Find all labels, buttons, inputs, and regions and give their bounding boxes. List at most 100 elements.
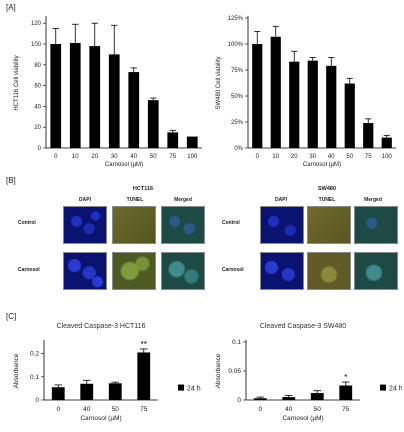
bar xyxy=(147,100,159,148)
x-tick-label: 0 xyxy=(56,406,60,413)
x-tick-label: 50 xyxy=(314,406,322,413)
micro-image-dapi-control xyxy=(260,206,304,244)
x-tick-label: 75 xyxy=(169,154,176,160)
legend-swatch xyxy=(178,384,184,391)
y-tick-label: 0.1 xyxy=(232,339,241,346)
y-axis-label: SW480 Cell viability xyxy=(216,56,222,109)
col-tunel: TUNEL xyxy=(318,197,336,203)
significance-marker: * xyxy=(344,373,347,382)
y-tick-label: 75% xyxy=(231,68,244,74)
y-tick-label: 0 xyxy=(38,146,42,152)
micro-image-tunel-carnosol xyxy=(307,252,351,290)
y-tick-label: 40 xyxy=(34,104,41,110)
significance-marker: ** xyxy=(141,340,147,349)
panel-label-c: [C] xyxy=(6,312,17,321)
bar xyxy=(289,61,300,148)
x-tick-label: 20 xyxy=(91,154,98,160)
y-tick-label: 0% xyxy=(234,146,243,152)
x-tick-label: 0 xyxy=(258,406,262,413)
x-tick-label: 10 xyxy=(72,154,79,160)
y-tick-label: 0 xyxy=(35,397,39,404)
col-merged: Merged xyxy=(364,197,382,203)
bar xyxy=(307,60,318,148)
col-tunel: TUNEL xyxy=(126,197,144,203)
bar xyxy=(310,393,324,400)
micro-image-dapi-carnosol xyxy=(260,252,304,290)
bar xyxy=(282,397,296,400)
legend-label: 24 h xyxy=(187,386,201,393)
chart-title: Cleaved Caspase-3 SW480 xyxy=(260,323,346,330)
x-tick-label: 40 xyxy=(130,154,137,160)
y-tick-label: 0.2 xyxy=(30,351,39,358)
bar xyxy=(89,46,101,148)
x-tick-label: 40 xyxy=(285,406,293,413)
bar xyxy=(128,72,140,148)
y-axis-label: Absorbance xyxy=(215,353,222,388)
bar xyxy=(167,132,179,148)
y-axis-label: Absorbance xyxy=(13,353,20,388)
y-tick-label: 25% xyxy=(231,120,244,126)
col-dapi: DAPI xyxy=(275,197,287,203)
bar xyxy=(137,352,151,400)
micro-title: HCT116 xyxy=(132,186,154,192)
bar xyxy=(51,387,65,400)
chart-caspase3-hct116: Cleaved Caspase-3 HCT116 0 0.1 0.2 0 40 50 ** 75… xyxy=(13,323,201,422)
x-tick-label: 0 xyxy=(256,154,260,160)
bar xyxy=(339,385,353,400)
y-axis-label: HCT116 Cell viability xyxy=(14,55,20,110)
y-tick-label: 0.1 xyxy=(30,374,39,381)
x-tick-label: 50 xyxy=(150,154,157,160)
micro-image-merged-control xyxy=(354,206,398,244)
chart-sw480-viability: 0% 25% 50% 75% 100% 125% 0 10 20 30 40 50 75 100 Carno… xyxy=(216,16,396,168)
bar xyxy=(69,42,81,148)
col-merged: Merged xyxy=(174,197,192,203)
y-tick-label: 80 xyxy=(34,63,41,69)
bar xyxy=(252,44,263,148)
micro-image-dapi-carnosol xyxy=(63,252,107,290)
y-tick-label: 60 xyxy=(34,84,41,90)
microscopy-panel-sw480: SW480 DAPI TUNEL Merged Control Carnosol xyxy=(222,186,402,304)
y-tick-label: 100% xyxy=(228,42,244,48)
micro-image-tunel-control xyxy=(307,206,351,244)
micro-image-merged-control xyxy=(161,206,205,244)
micro-image-merged-carnosol xyxy=(161,252,205,290)
x-tick-label: 40 xyxy=(83,406,91,413)
panel-label-b: [B] xyxy=(6,176,16,185)
bar xyxy=(326,65,337,148)
row-control: Control xyxy=(18,220,36,226)
chart-caspase3-sw480: Cleaved Caspase-3 SW480 0 0.05 0.1 0 40 50 * 75 C… xyxy=(215,323,402,422)
bar xyxy=(186,136,198,148)
x-axis-label: Carnosol (μM) xyxy=(303,162,341,168)
x-tick-label: 30 xyxy=(309,154,316,160)
panel-label-a: [A] xyxy=(6,3,16,12)
chart-title: Cleaved Caspase-3 HCT116 xyxy=(57,323,146,330)
bar xyxy=(253,398,267,400)
x-tick-label: 10 xyxy=(272,154,279,160)
micro-image-tunel-carnosol xyxy=(112,252,156,290)
bar xyxy=(270,36,281,148)
col-dapi: DAPI xyxy=(79,197,91,203)
micro-image-tunel-control xyxy=(112,206,156,244)
x-tick-label: 30 xyxy=(111,154,118,160)
x-tick-label: 20 xyxy=(291,154,298,160)
microscopy-panel-hct116: HCT116 DAPI TUNEL Merged Control Carnoso… xyxy=(18,186,208,304)
y-tick-label: 0 xyxy=(237,397,241,404)
x-tick-label: 50 xyxy=(346,154,353,160)
x-tick-label: 0 xyxy=(54,154,58,160)
x-tick-label: 40 xyxy=(328,154,335,160)
x-axis-label: Carnosol (μM) xyxy=(80,415,121,422)
chart-hct116-viability: 0 20 40 60 80 100 120 0 10 20 30 40 50 75 100 Carnosol … xyxy=(14,16,202,168)
bar xyxy=(344,83,355,148)
micro-image-merged-carnosol xyxy=(354,252,398,290)
y-tick-label: 50% xyxy=(231,94,244,100)
micro-title: SW480 xyxy=(317,186,337,192)
y-tick-label: 0.05 xyxy=(228,368,241,375)
x-tick-label: 100 xyxy=(382,154,393,160)
y-tick-label: 120 xyxy=(31,21,42,27)
bar xyxy=(363,123,374,148)
bar xyxy=(50,44,62,148)
y-tick-label: 100 xyxy=(31,42,42,48)
legend-label: 24 h xyxy=(389,386,402,393)
bar xyxy=(381,137,392,148)
row-carnosol: Carnosol xyxy=(18,267,40,273)
